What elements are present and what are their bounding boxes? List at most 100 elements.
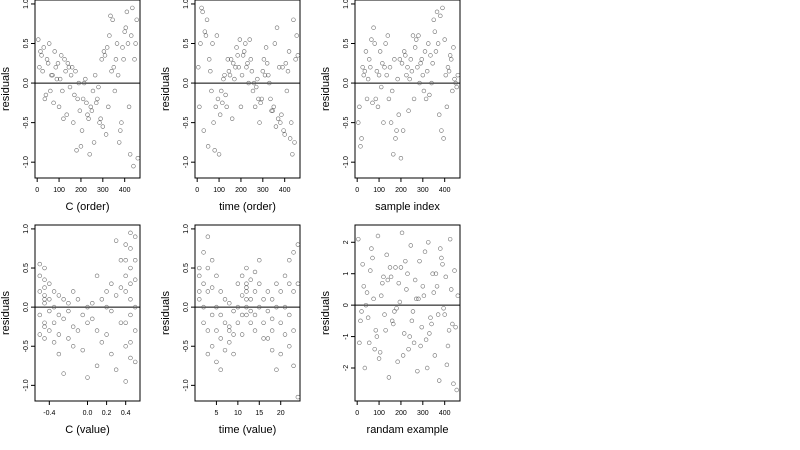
x-axis-label: C (order) <box>65 201 109 213</box>
y-tick-label: -0.5 <box>23 116 30 128</box>
data-point <box>360 262 365 267</box>
data-point <box>63 68 68 74</box>
data-point <box>222 320 228 325</box>
data-point <box>201 304 206 310</box>
data-point <box>122 29 127 34</box>
data-point <box>377 350 383 355</box>
data-point <box>421 293 427 298</box>
data-point <box>435 41 441 46</box>
plot-frame <box>354 0 461 179</box>
data-point <box>419 57 424 62</box>
data-point <box>236 65 241 70</box>
data-point <box>113 293 119 298</box>
data-point <box>118 128 123 133</box>
data-point <box>42 277 47 282</box>
y-tick-label: -1.0 <box>183 379 190 391</box>
data-point <box>391 321 396 327</box>
data-point <box>56 332 62 337</box>
data-point <box>393 265 398 270</box>
data-point <box>361 72 366 78</box>
data-point <box>424 68 430 74</box>
x-tick-label: 400 <box>119 187 131 194</box>
data-point <box>132 57 137 62</box>
data-point <box>383 41 388 46</box>
data-point <box>387 265 393 270</box>
x-tick-label: 200 <box>395 187 407 194</box>
scatter-panel: 0 100 200 300 400 -1.0 -0.5 0.0 0.5 1.0 C (order) r… <box>0 0 141 213</box>
data-point <box>67 84 73 90</box>
data-point <box>118 258 124 263</box>
data-point <box>431 17 436 22</box>
data-point <box>92 72 98 78</box>
y-tick-label: 0.5 <box>343 39 350 49</box>
data-point <box>66 336 71 341</box>
data-point <box>414 296 419 302</box>
data-point <box>274 304 279 310</box>
data-point <box>399 230 405 236</box>
data-point <box>128 355 133 361</box>
data-point <box>265 289 271 294</box>
data-point <box>111 65 116 70</box>
data-point <box>248 308 253 314</box>
data-point <box>295 242 301 247</box>
data-point <box>443 72 448 78</box>
data-point <box>428 315 433 320</box>
data-point <box>359 309 364 314</box>
data-point <box>260 68 266 74</box>
data-point <box>197 289 202 294</box>
data-point <box>445 65 451 70</box>
data-point <box>205 144 211 149</box>
data-point <box>454 84 459 90</box>
data-point <box>417 258 422 264</box>
data-point <box>129 33 134 38</box>
data-point <box>249 68 255 74</box>
data-point <box>291 363 296 368</box>
data-point <box>287 281 292 286</box>
data-point <box>403 258 408 264</box>
data-point <box>451 45 456 50</box>
data-point <box>263 45 269 50</box>
data-point <box>133 41 138 46</box>
data-point <box>109 351 114 357</box>
data-point <box>442 312 447 317</box>
data-point <box>47 308 52 314</box>
data-point <box>70 344 76 349</box>
data-point <box>261 320 266 325</box>
data-point <box>434 9 440 15</box>
data-point <box>197 297 202 302</box>
data-point <box>209 344 215 349</box>
data-point <box>201 281 206 286</box>
data-point <box>394 306 399 311</box>
data-point <box>252 328 258 333</box>
data-point <box>203 33 209 38</box>
data-point <box>42 265 47 271</box>
data-point <box>429 80 434 86</box>
data-point <box>287 344 292 349</box>
data-point <box>283 61 288 66</box>
data-point <box>269 297 275 302</box>
data-point <box>277 65 282 70</box>
data-point <box>363 49 369 54</box>
y-tick-label: 1.0 <box>343 0 350 9</box>
plot-frame <box>34 224 141 402</box>
data-point <box>269 328 275 333</box>
data-point <box>287 136 293 141</box>
data-point <box>42 324 47 329</box>
data-point <box>262 72 268 78</box>
data-point <box>47 297 52 302</box>
data-point <box>101 49 107 54</box>
data-point <box>382 312 387 317</box>
data-point <box>90 88 96 94</box>
data-point <box>51 289 57 294</box>
data-point <box>412 45 418 50</box>
data-point <box>452 76 457 82</box>
data-point <box>372 346 377 352</box>
data-point <box>123 379 128 384</box>
data-point <box>128 340 133 345</box>
data-point <box>381 274 386 280</box>
data-point <box>418 343 423 349</box>
data-point <box>87 152 92 157</box>
data-point <box>274 367 279 372</box>
data-point <box>82 80 87 86</box>
data-point <box>96 84 101 90</box>
